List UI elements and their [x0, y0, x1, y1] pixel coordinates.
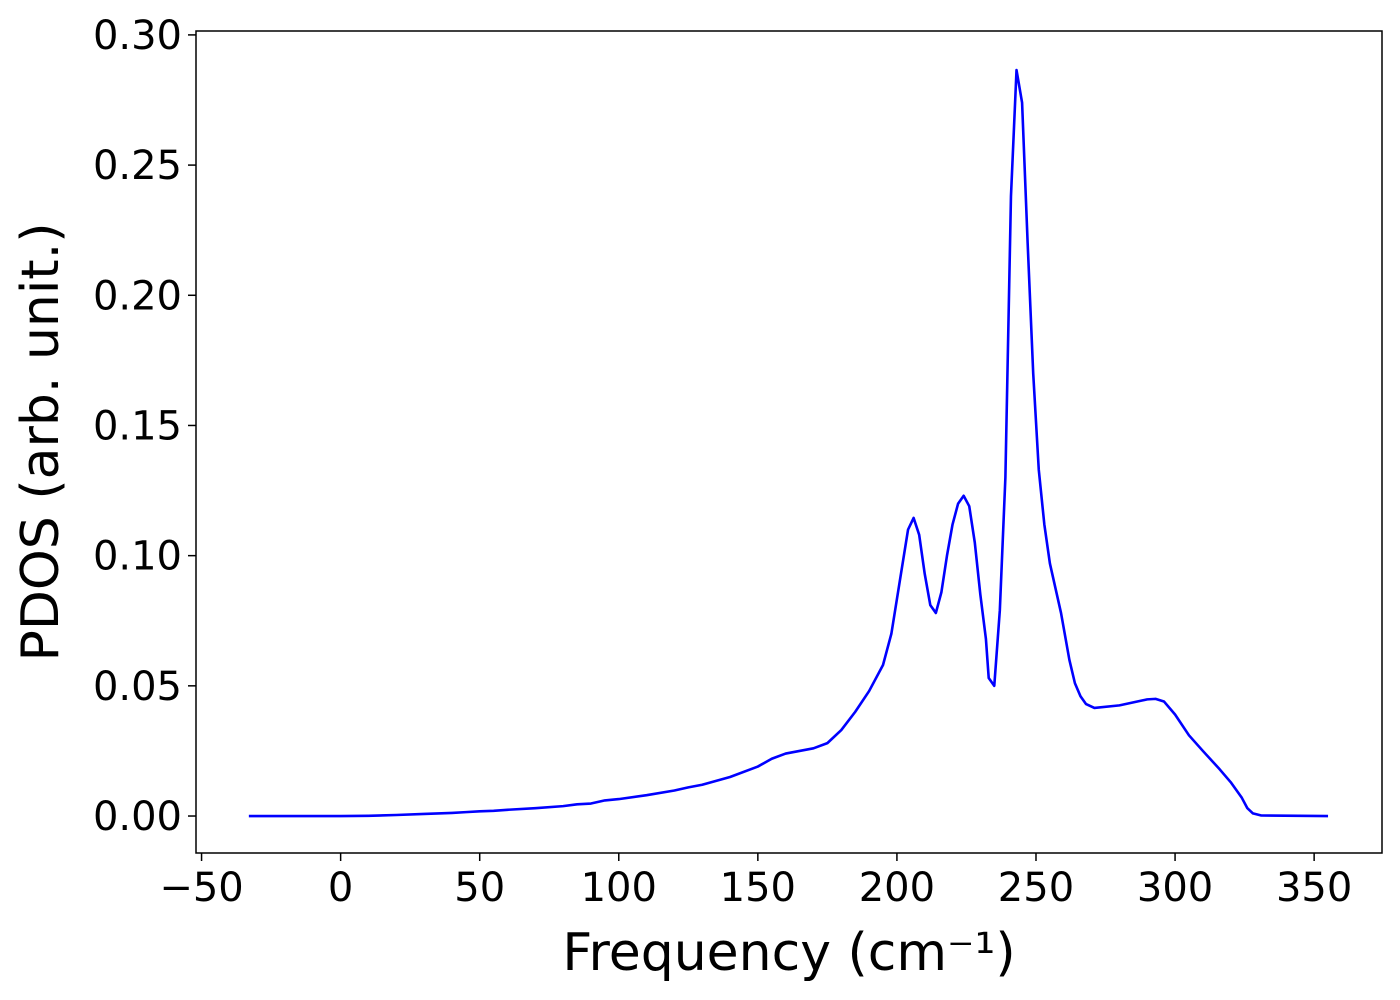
x-tick-label: 150 — [720, 865, 796, 911]
y-tick-label: 0.30 — [93, 13, 182, 59]
y-tick-label: 0.00 — [93, 794, 182, 840]
x-tick-label: 50 — [454, 865, 505, 911]
x-tick-label: 250 — [998, 865, 1074, 911]
y-tick-label: 0.15 — [93, 403, 182, 449]
y-axis-label: PDOS (arb. unit.) — [11, 222, 71, 661]
x-tick-label: 350 — [1276, 865, 1352, 911]
y-tick-label: 0.05 — [93, 664, 182, 710]
y-tick-label: 0.25 — [93, 143, 182, 189]
y-tick-label: 0.10 — [93, 534, 182, 580]
x-tick-label: 200 — [859, 865, 935, 911]
x-tick-label: 300 — [1137, 865, 1213, 911]
plot-frame — [195, 30, 1383, 854]
x-tick-label: 100 — [581, 865, 657, 911]
x-tick-label: 0 — [328, 865, 353, 911]
y-tick-label: 0.20 — [93, 273, 182, 319]
x-axis-label: Frequency (cm⁻¹) — [562, 923, 1015, 983]
x-tick-label: −50 — [159, 865, 243, 911]
data-line — [248, 68, 1329, 818]
